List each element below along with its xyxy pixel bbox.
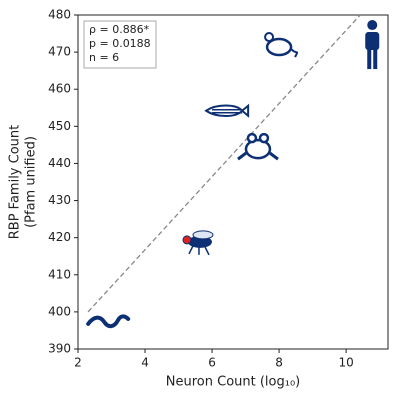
human-leg [367,49,372,70]
x-tick-label: 10 [338,356,353,370]
y-tick-label: 390 [48,342,71,356]
frog-body [244,138,272,160]
frog-legs [237,151,279,161]
annotation-box [83,20,157,69]
mouse-body [265,37,293,57]
fish-stripes [212,108,243,114]
point-icon [264,32,299,58]
x-tick-label: 6 [208,356,216,370]
y-tick-label: 410 [48,267,71,281]
mouse-ear [264,32,275,43]
human-head [367,20,378,31]
y-tick-label: 480 [48,8,71,22]
fish-body [204,103,250,118]
annotation-text: ρ = 0.886* [89,23,150,36]
worm-body [86,314,131,329]
human-leg [373,49,378,70]
y-axis-label: RBP Family Count [8,125,23,240]
point-icon [237,132,279,161]
y-tick-label: 440 [48,156,71,170]
annotation-text: n = 6 [89,51,119,64]
fly-wing [192,230,214,240]
plot-frame [77,14,389,350]
y-tick-label: 430 [48,193,71,207]
point-icon [86,314,131,329]
y-tick-label: 450 [48,119,71,133]
point-icon [365,20,380,70]
annotation-text: p = 0.0188 [89,37,151,50]
human-torso [365,32,380,51]
x-axis-label: Neuron Count (log₁₀) [166,375,300,390]
y-tick-label: 460 [48,82,71,96]
x-tick-label: 8 [275,356,283,370]
fly-legs [188,245,210,256]
frog-eye [258,132,270,144]
y-tick-label: 470 [48,45,71,59]
frog-eye [246,132,258,144]
y-axis-label: (Pfam unified) [24,136,39,228]
point-icon [204,103,250,118]
mouse-tail [290,48,299,58]
x-tick-label: 4 [141,356,149,370]
y-tick-label: 420 [48,230,71,244]
x-tick-label: 2 [74,356,82,370]
y-tick-label: 400 [48,304,71,318]
point-icon [182,230,214,256]
fly-eye [182,235,192,245]
fit-line [87,14,361,313]
